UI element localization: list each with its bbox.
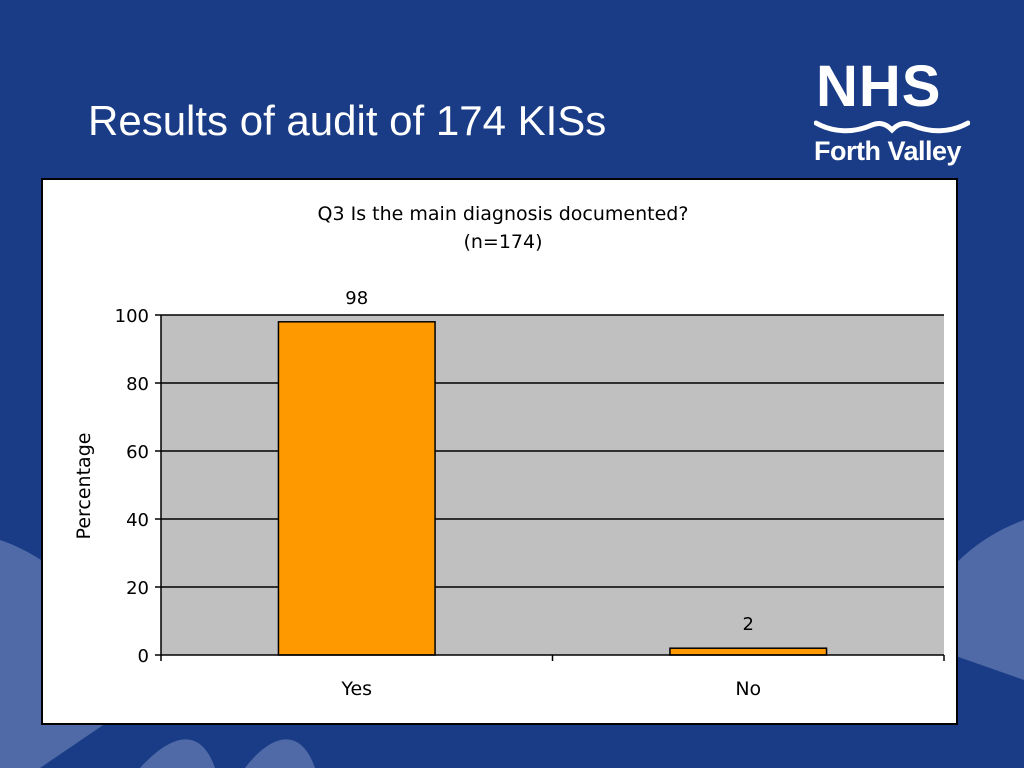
data-label-no: 2 [743,614,754,635]
y-axis-label: Percentage [73,433,95,540]
y-tick-label: 0 [138,646,149,667]
data-label-yes: 98 [345,288,368,309]
x-tick-label-yes: Yes [340,678,372,700]
nhs-logo-mark: NHS [816,54,942,119]
y-tick-label: 80 [126,374,149,395]
nhs-forth-valley-logo: NHS Forth Valley [812,58,972,174]
bar-yes [277,321,436,656]
chart-frame: Q3 Is the main diagnosis documented? (n=… [41,178,958,725]
bar-chart: Q3 Is the main diagnosis documented? (n=… [73,203,945,700]
y-tick-label: 40 [126,510,149,531]
x-tick-label-no: No [735,678,761,700]
chart-title: Q3 Is the main diagnosis documented? [318,203,689,225]
slide-title: Results of audit of 174 KISs [88,97,607,144]
y-tick-label: 60 [126,442,149,463]
y-tick-label: 100 [115,306,149,327]
chart-subtitle: (n=174) [463,231,542,253]
bar-no [669,647,828,656]
y-tick-label: 20 [126,578,149,599]
wave-icon [814,120,970,134]
nhs-logo-subtitle: Forth Valley [814,136,962,166]
